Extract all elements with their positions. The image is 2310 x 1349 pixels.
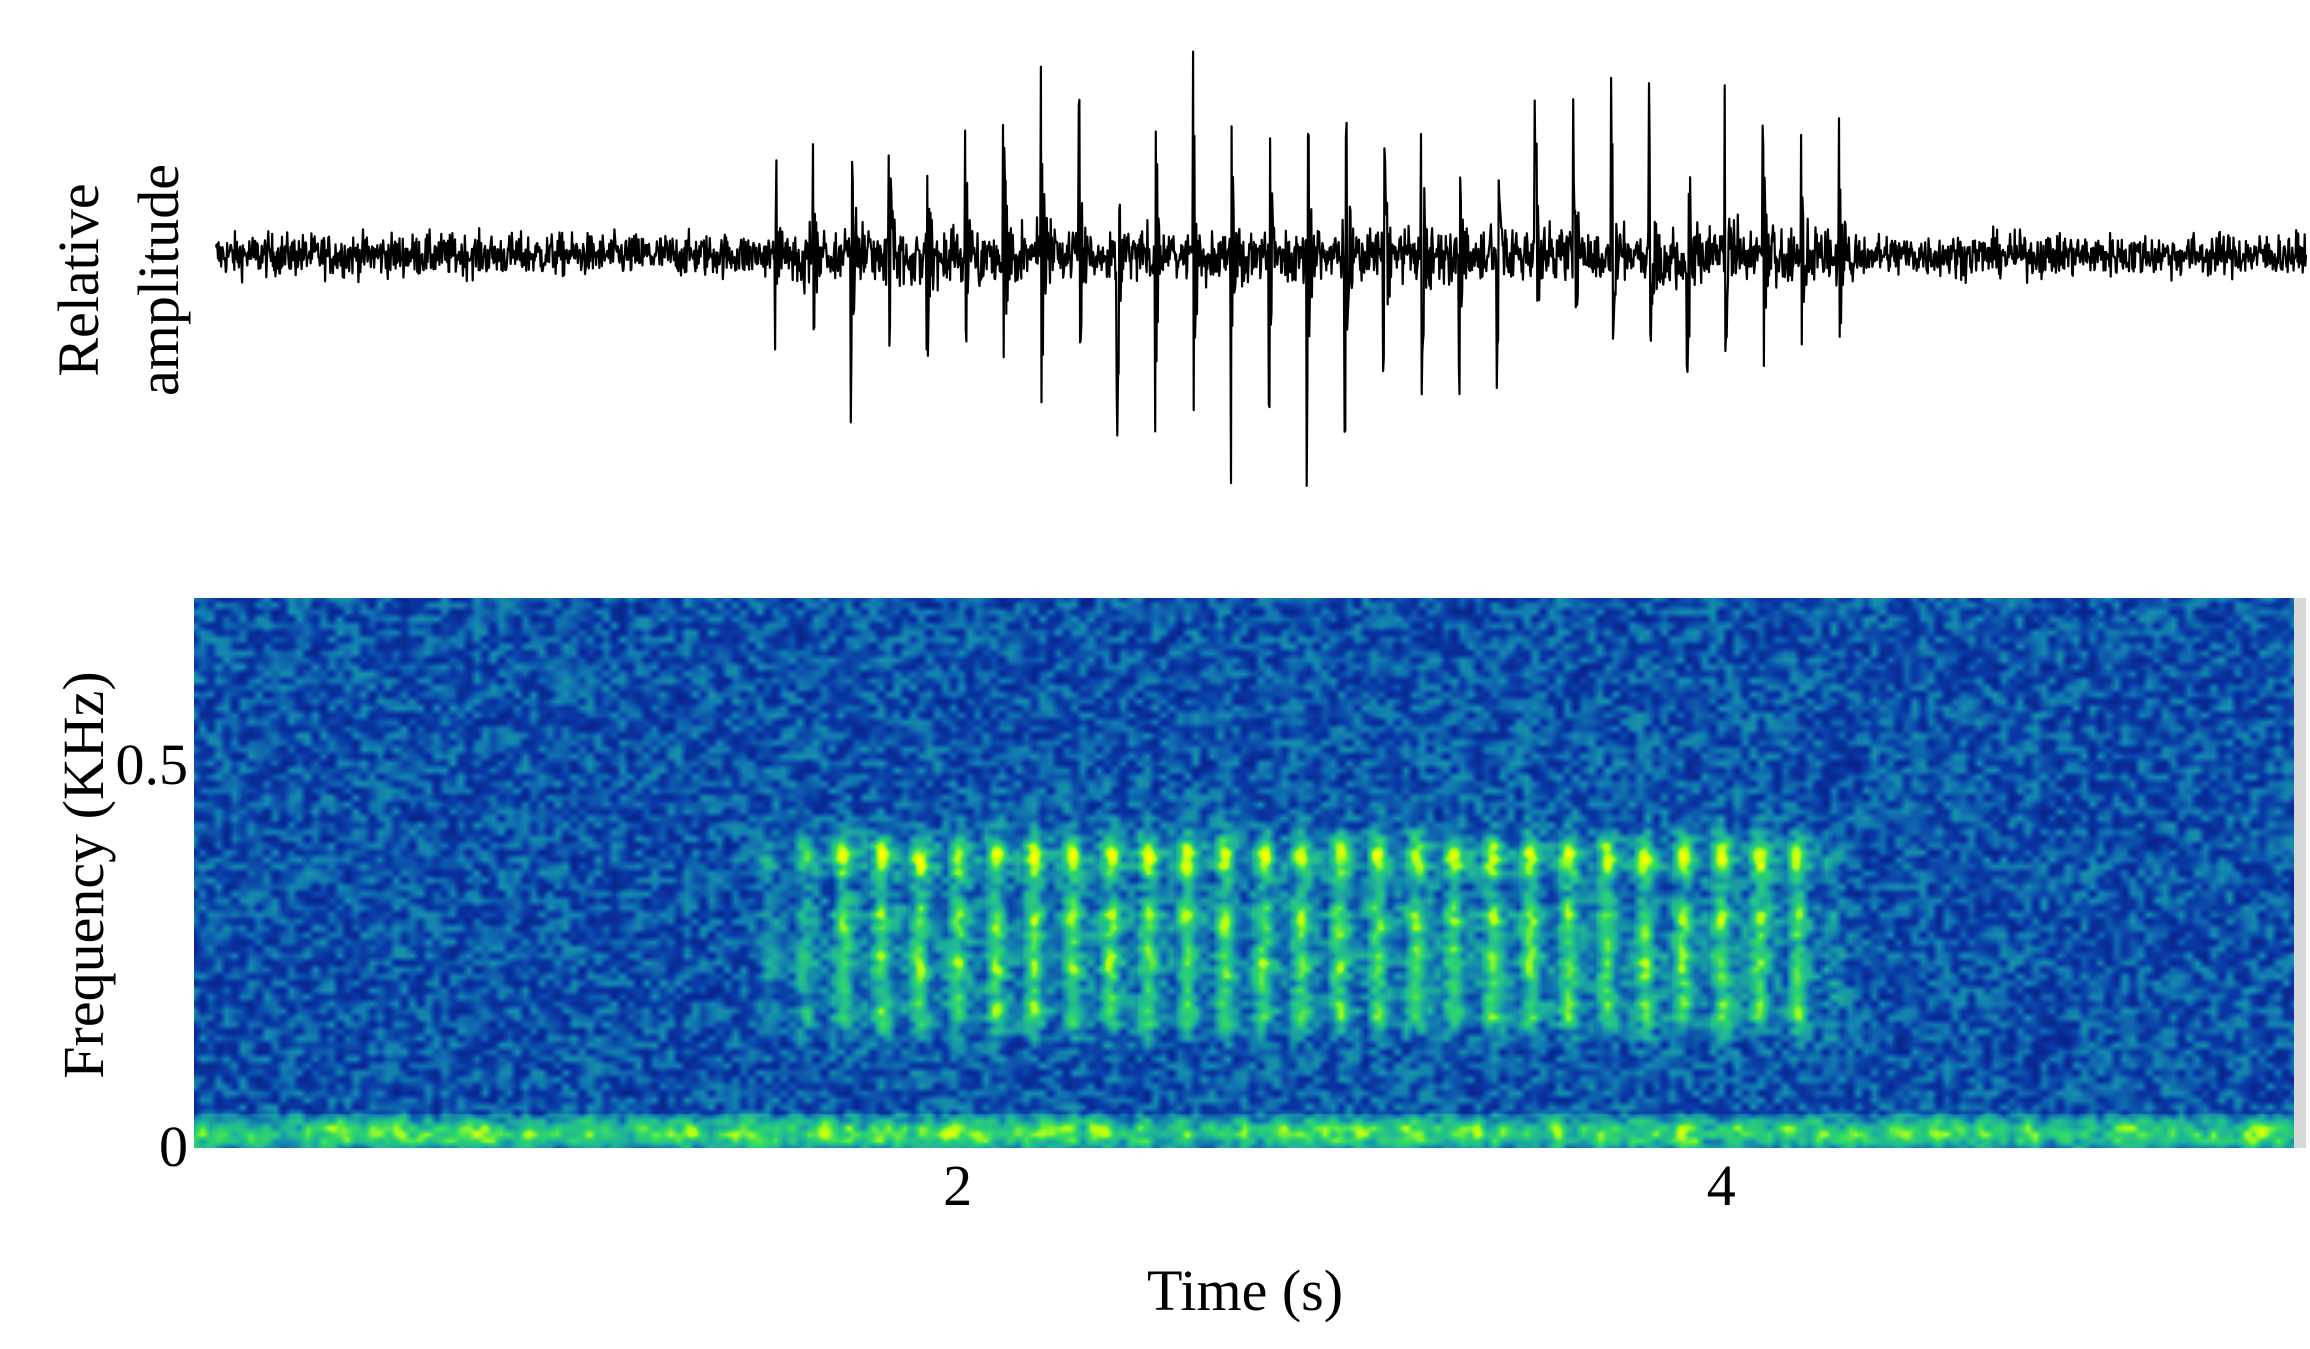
y-tick-label: 0.5 <box>116 732 189 797</box>
x-tick-label: 4 <box>1707 1153 1736 1218</box>
spectrogram-heatmap <box>194 598 2294 1148</box>
waveform-ylabel-line2: amplitude <box>126 164 191 396</box>
spectrogram-ylabel: Frequency (KHz) <box>51 671 116 1078</box>
x-tick-label: 2 <box>943 1153 972 1218</box>
spectrogram-canvas-holder <box>194 598 2294 1148</box>
spectrogram-y-ticks: 00.5 <box>116 732 189 1179</box>
waveform-panel: Relative amplitude <box>46 50 2308 487</box>
waveform-trace <box>214 50 2308 487</box>
spectrogram-right-edge <box>2294 598 2306 1148</box>
waveform-ylabel-line1: Relative <box>46 183 111 376</box>
spectrogram-xlabel: Time (s) <box>1147 1258 1343 1323</box>
y-tick-label: 0 <box>159 1114 188 1179</box>
